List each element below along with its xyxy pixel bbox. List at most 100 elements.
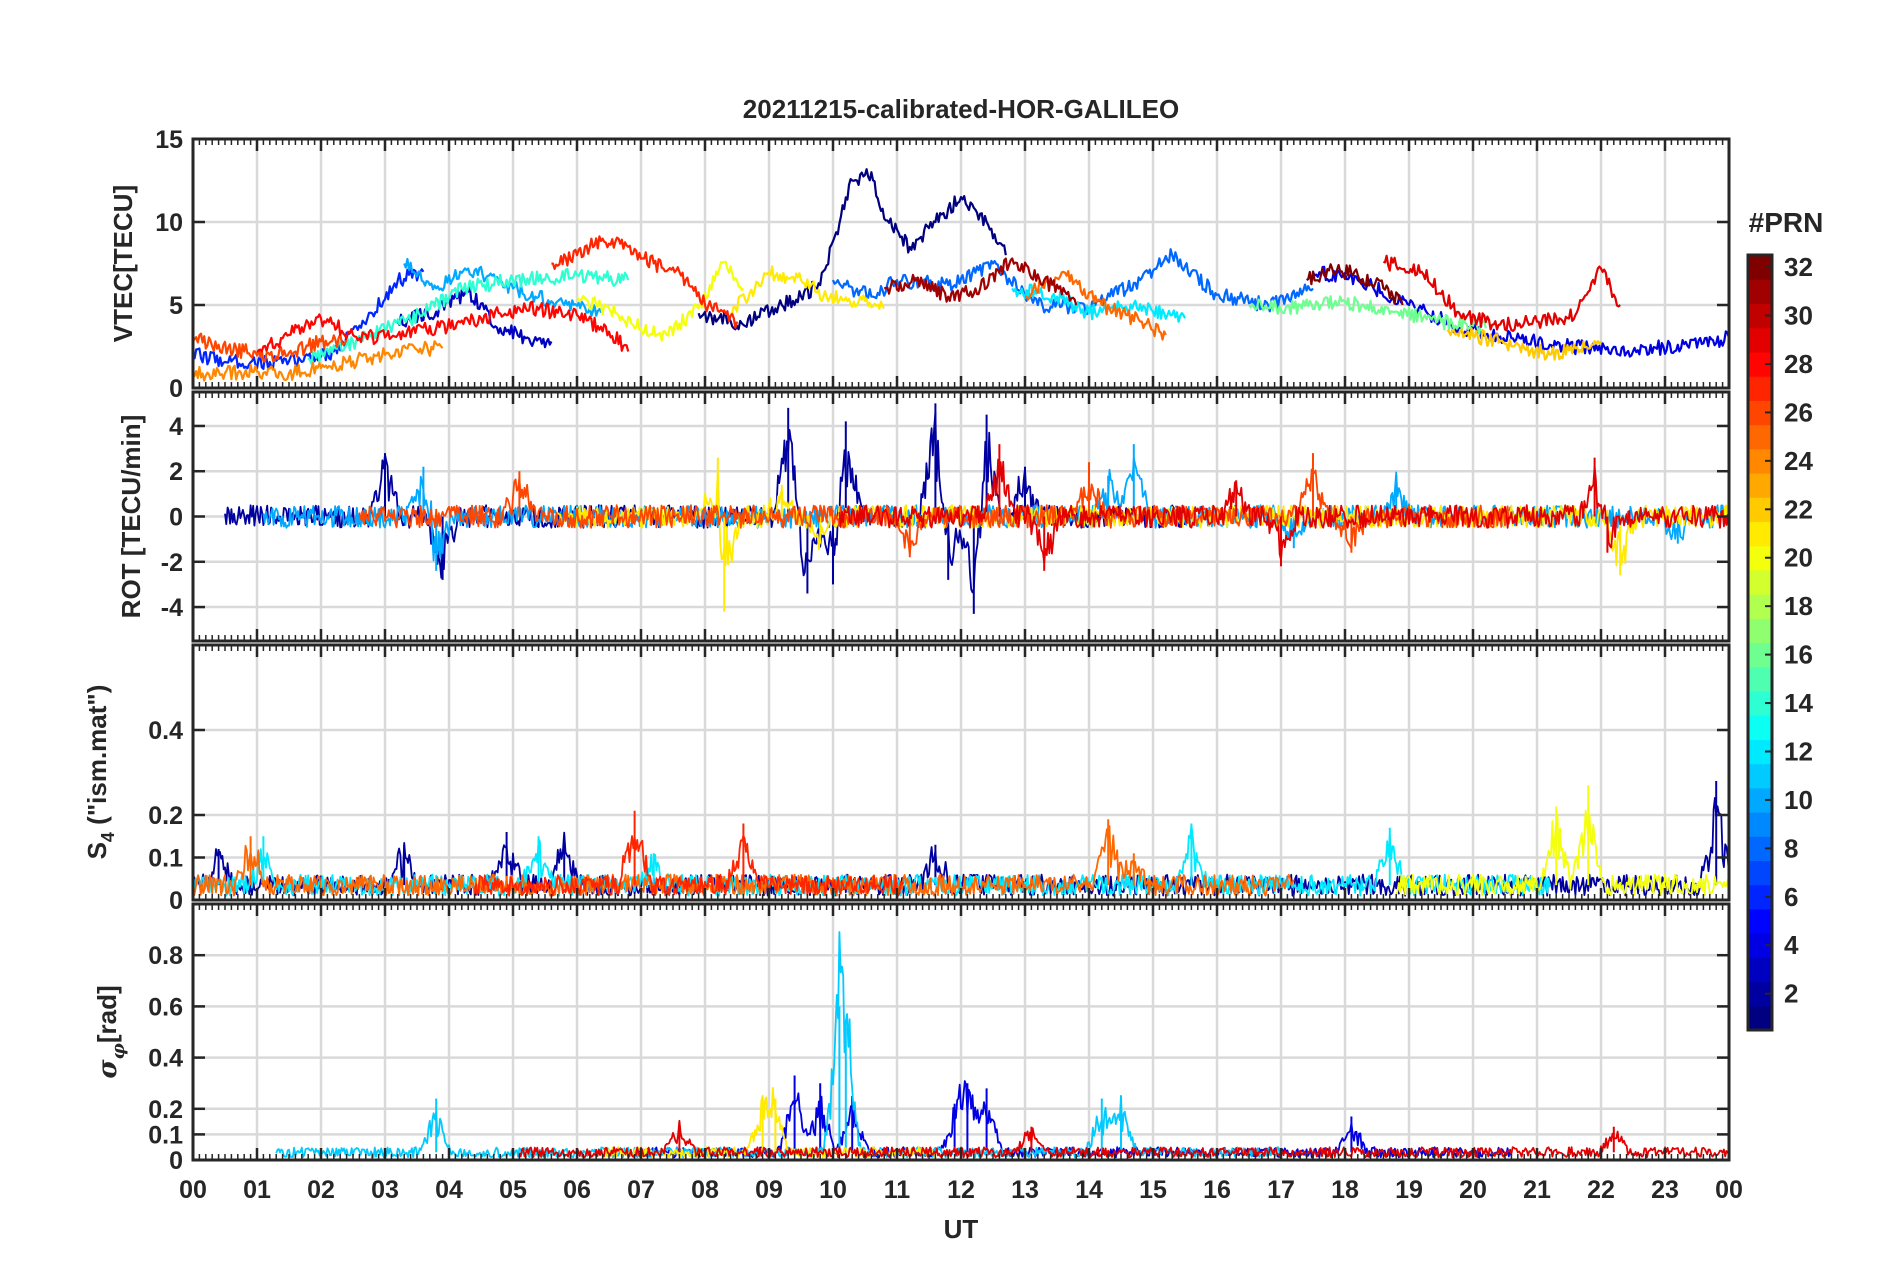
colorbar-title: #PRN — [1749, 207, 1824, 238]
x-tick-label: 07 — [627, 1176, 655, 1204]
y-tick-label: 0.8 — [148, 942, 183, 970]
colorbar-cell — [1748, 860, 1772, 886]
colorbar-cell — [1748, 521, 1772, 547]
vtec-line — [730, 265, 886, 315]
x-tick-label: 04 — [435, 1176, 463, 1204]
series-prn-24 — [193, 340, 444, 382]
vtec-line — [883, 257, 1078, 306]
colorbar-tick-label: 18 — [1784, 591, 1813, 621]
colorbar-tick-label: 32 — [1784, 252, 1813, 282]
x-tick-label: 06 — [563, 1176, 591, 1204]
colorbar-cell — [1748, 715, 1772, 740]
colorbar-frame — [1746, 253, 1774, 1032]
colorbar-tick-label: 12 — [1784, 736, 1813, 766]
colorbar-tick-label: 8 — [1784, 833, 1798, 863]
y-tick-label: 5 — [169, 292, 183, 320]
panel-sigma-phi: 00.10.2 0.4 0.6 0.8 σφ[rad] — [92, 902, 1731, 1175]
colorbar-cell — [1748, 957, 1772, 983]
vtec-line — [551, 235, 739, 329]
series-prn-28 — [256, 300, 630, 353]
vtec-line — [576, 260, 745, 342]
colorbar-cell — [1748, 279, 1772, 305]
colorbar-cell — [1748, 908, 1772, 934]
x-tick-label: 05 — [499, 1176, 527, 1204]
series-prn-21 — [557, 457, 1729, 612]
series-prn-3 — [396, 285, 553, 349]
series-prn-20 — [576, 260, 745, 342]
x-tick-label: 08 — [691, 1176, 719, 1204]
series-prn-29 — [1383, 254, 1621, 332]
series-trace — [518, 1119, 1729, 1159]
vtec-line — [193, 340, 444, 382]
rot-ylabel: ROT [TECU/min] — [116, 415, 146, 619]
colorbar-cell — [1748, 1005, 1772, 1031]
series-trace — [1395, 809, 1729, 897]
colorbar-cell — [1748, 666, 1772, 692]
y-tick-label: 0 — [169, 504, 183, 532]
series-prn-21 — [730, 265, 886, 315]
vtec-line — [396, 285, 553, 349]
sigma-phi-ylabel: σφ[rad] — [92, 985, 129, 1078]
colorbar-tick-label: 4 — [1784, 930, 1799, 960]
series-prn-32 — [1306, 263, 1404, 306]
series-prn-1 — [697, 168, 1007, 331]
colorbar-tick-label: 24 — [1784, 446, 1813, 476]
colorbar-cell — [1748, 327, 1772, 353]
x-tick-label: 03 — [371, 1176, 399, 1204]
series-prn-27 — [551, 235, 739, 329]
y-tick-label: 0.1 — [148, 1121, 183, 1149]
y-tick-label: 0.4 — [148, 1045, 183, 1073]
colorbar-tick-label: 14 — [1784, 688, 1813, 718]
x-tick-label: 22 — [1587, 1176, 1615, 1204]
x-tick-label: 21 — [1523, 1176, 1551, 1204]
series-prn-6 — [193, 268, 425, 371]
panel-s4: 0 0.1 0.2 0.4 S4 ("ism.mat") — [82, 643, 1731, 915]
series-prn-4 — [1311, 265, 1729, 358]
x-tick-label: 12 — [947, 1176, 975, 1204]
x-tick-label: 01 — [243, 1176, 271, 1204]
vtec-line — [697, 168, 1007, 331]
x-axis-label: UT — [944, 1214, 979, 1244]
y-tick-label: 10 — [155, 209, 183, 237]
x-tick-label: 13 — [1011, 1176, 1039, 1204]
x-tick-label: 18 — [1331, 1176, 1359, 1204]
y-tick-label: 0.2 — [148, 802, 183, 830]
colorbar-cell — [1748, 472, 1772, 498]
series-prn-12 — [1011, 283, 1186, 323]
x-tick-label: 00 — [179, 1176, 207, 1204]
vtec-line — [1306, 263, 1404, 306]
x-tick-label: 09 — [755, 1176, 783, 1204]
vtec-line — [1383, 254, 1621, 332]
x-tick-label: 20 — [1459, 1176, 1487, 1204]
vtec-line — [1446, 327, 1602, 361]
colorbar-tick-label: 20 — [1784, 543, 1813, 573]
y-tick-label: 0.1 — [148, 845, 183, 873]
vtec-line — [1311, 265, 1729, 358]
s4-ylabel: S4 ("ism.mat") — [82, 685, 118, 860]
colorbar-tick-label: 6 — [1784, 882, 1798, 912]
x-tick-label: 00 — [1715, 1176, 1743, 1204]
colorbar-tick-label: 2 — [1784, 979, 1798, 1009]
colorbar-tick-label: 16 — [1784, 640, 1813, 670]
series-trace — [275, 931, 1282, 1159]
y-tick-label: 15 — [155, 126, 183, 154]
y-tick-label: 0 — [169, 375, 183, 403]
series-trace — [358, 468, 1513, 555]
colorbar-cell — [1748, 569, 1772, 595]
x-tick-label: 10 — [819, 1176, 847, 1204]
series-prn-29 — [838, 444, 1729, 571]
x-tick-label: 14 — [1075, 1176, 1103, 1204]
series-prn-27 — [473, 810, 905, 897]
series-prn-31 — [883, 257, 1078, 306]
y-tick-label: -2 — [161, 549, 183, 577]
x-tick-label: 23 — [1651, 1176, 1679, 1204]
colorbar-tick-label: 22 — [1784, 494, 1813, 524]
colorbar-cell — [1748, 424, 1772, 450]
colorbar-tick-label: 10 — [1784, 785, 1813, 815]
series-prn-26 — [193, 332, 348, 363]
y-tick-label: 0.6 — [148, 993, 183, 1021]
colorbar-tick-label: 28 — [1784, 349, 1813, 379]
series-prn-16 — [1248, 295, 1487, 335]
